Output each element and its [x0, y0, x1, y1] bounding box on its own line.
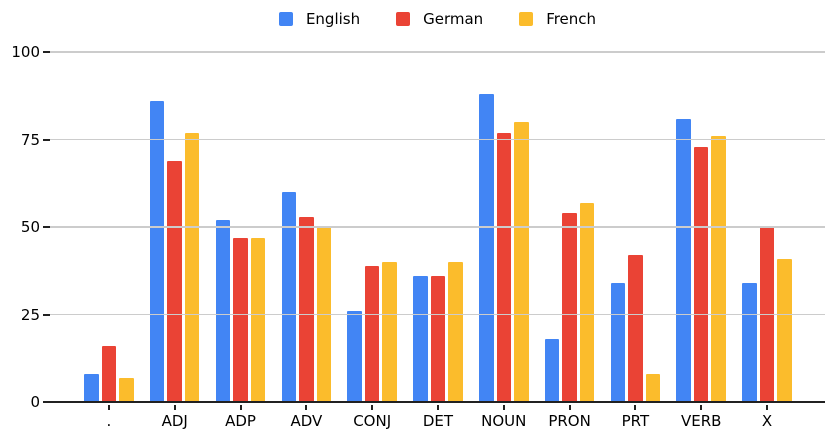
legend-swatch-french-icon [519, 12, 534, 26]
legend-item-english[interactable]: English [278, 9, 361, 28]
bar-german-conj [364, 265, 380, 402]
bar-german-. [101, 346, 117, 402]
x-axis-label-verb: VERB [680, 412, 722, 430]
plot-area: 0 25 50 75 100 [11, 43, 825, 411]
x-axis-tick-mark-adv [305, 404, 308, 410]
x-axis-label-adp: ADP [225, 412, 256, 430]
gridline-50 [50, 226, 825, 228]
x-axis-tick-mark-verb [700, 404, 703, 410]
bar-english-noun [479, 94, 494, 402]
gridline-100 [50, 51, 825, 53]
x-axis-label-det: DET [422, 412, 454, 430]
chart-legend: English German French [50, 6, 825, 32]
bar-german-verb [693, 146, 709, 402]
bar-english-adp [215, 220, 231, 402]
bar-french-conj [382, 262, 397, 402]
bar-french-prt [645, 374, 661, 402]
legend-item-german[interactable]: German [396, 9, 484, 28]
x-axis-tick-mark-pron [568, 404, 571, 410]
bar-german-adp [233, 237, 248, 402]
bar-german-adv [299, 216, 314, 402]
bar-group-noun [471, 52, 537, 410]
x-axis-label-x: X [761, 412, 773, 430]
bar-group-verb [668, 52, 734, 410]
x-axis-label-conj: CONJ [353, 412, 392, 430]
bar-english-prt [610, 283, 626, 402]
bar-french-noun [514, 122, 529, 402]
x-axis-tick-mark-conj [371, 404, 374, 410]
bar-english-conj [347, 311, 362, 402]
bar-french-x [777, 258, 792, 402]
bar-french-adp [250, 237, 266, 402]
x-axis-labels: . ADJ ADP ADV CONJ DET NOUN PRON PRT VERB X [50, 411, 825, 431]
bar-german-det [430, 276, 446, 402]
gridline-25 [50, 313, 825, 316]
bars-layer [50, 52, 825, 410]
bar-german-prt [628, 255, 643, 402]
bar-group-x [734, 52, 800, 410]
legend-label-french: French [546, 9, 597, 28]
bar-french-adj [184, 132, 200, 402]
bar-english-adj [149, 101, 165, 402]
y-axis-tick-label-100: 100 [11, 43, 40, 61]
x-axis-label-.: . [106, 412, 112, 430]
bar-group-prt [603, 52, 669, 410]
bar-english-adv [281, 192, 297, 402]
x-axis-label-adv: ADV [290, 412, 323, 430]
y-axis-tick-mark-25 [43, 313, 50, 316]
bar-english-x [742, 283, 757, 402]
bar-group-adj [142, 52, 208, 410]
bar-french-pron [579, 202, 595, 402]
x-axis-tick-mark-adp [239, 404, 242, 410]
bar-group-conj [339, 52, 405, 410]
bar-french-. [119, 377, 134, 402]
x-axis-tick-mark-x [766, 404, 769, 410]
bar-english-. [84, 374, 99, 402]
y-axis-tick-label-50: 50 [20, 218, 40, 236]
x-axis-tick-mark-. [107, 404, 110, 410]
bar-english-verb [676, 118, 691, 402]
x-axis-line [43, 400, 825, 403]
gridline-75 [50, 138, 825, 141]
x-axis-tick-mark-det [436, 404, 439, 410]
y-axis-tick-mark-75 [43, 138, 50, 141]
legend-swatch-english-icon [278, 12, 293, 26]
bar-group-adp [208, 52, 274, 410]
y-axis-tick-mark-100 [43, 51, 50, 53]
bar-english-pron [544, 339, 560, 402]
x-axis-label-prt: PRT [621, 412, 650, 430]
x-axis-tick-mark-noun [502, 404, 505, 410]
y-axis-tick-label-0: 0 [30, 393, 40, 411]
bar-group-. [76, 52, 142, 410]
x-axis-tick-mark-adj [173, 404, 176, 410]
bar-german-noun [496, 132, 512, 402]
bar-group-pron [537, 52, 603, 410]
x-axis-label-adj: ADJ [161, 412, 188, 430]
x-axis-tick-mark-prt [634, 404, 637, 410]
x-axis-label-pron: PRON [548, 412, 591, 430]
legend-label-english: English [305, 9, 361, 28]
bar-french-det [448, 262, 463, 402]
legend-swatch-german-icon [396, 12, 411, 26]
bar-french-verb [711, 136, 726, 402]
legend-label-german: German [423, 9, 484, 28]
bar-german-pron [562, 213, 577, 402]
y-axis-tick-label-25: 25 [20, 305, 40, 324]
x-axis-label-noun: NOUN [481, 412, 527, 430]
y-axis-tick-label-75: 75 [20, 130, 40, 149]
y-axis-tick-mark-50 [43, 226, 50, 228]
bar-german-adj [167, 160, 182, 402]
bar-english-det [413, 276, 428, 402]
legend-item-french[interactable]: French [519, 9, 597, 28]
bar-group-det [405, 52, 471, 410]
